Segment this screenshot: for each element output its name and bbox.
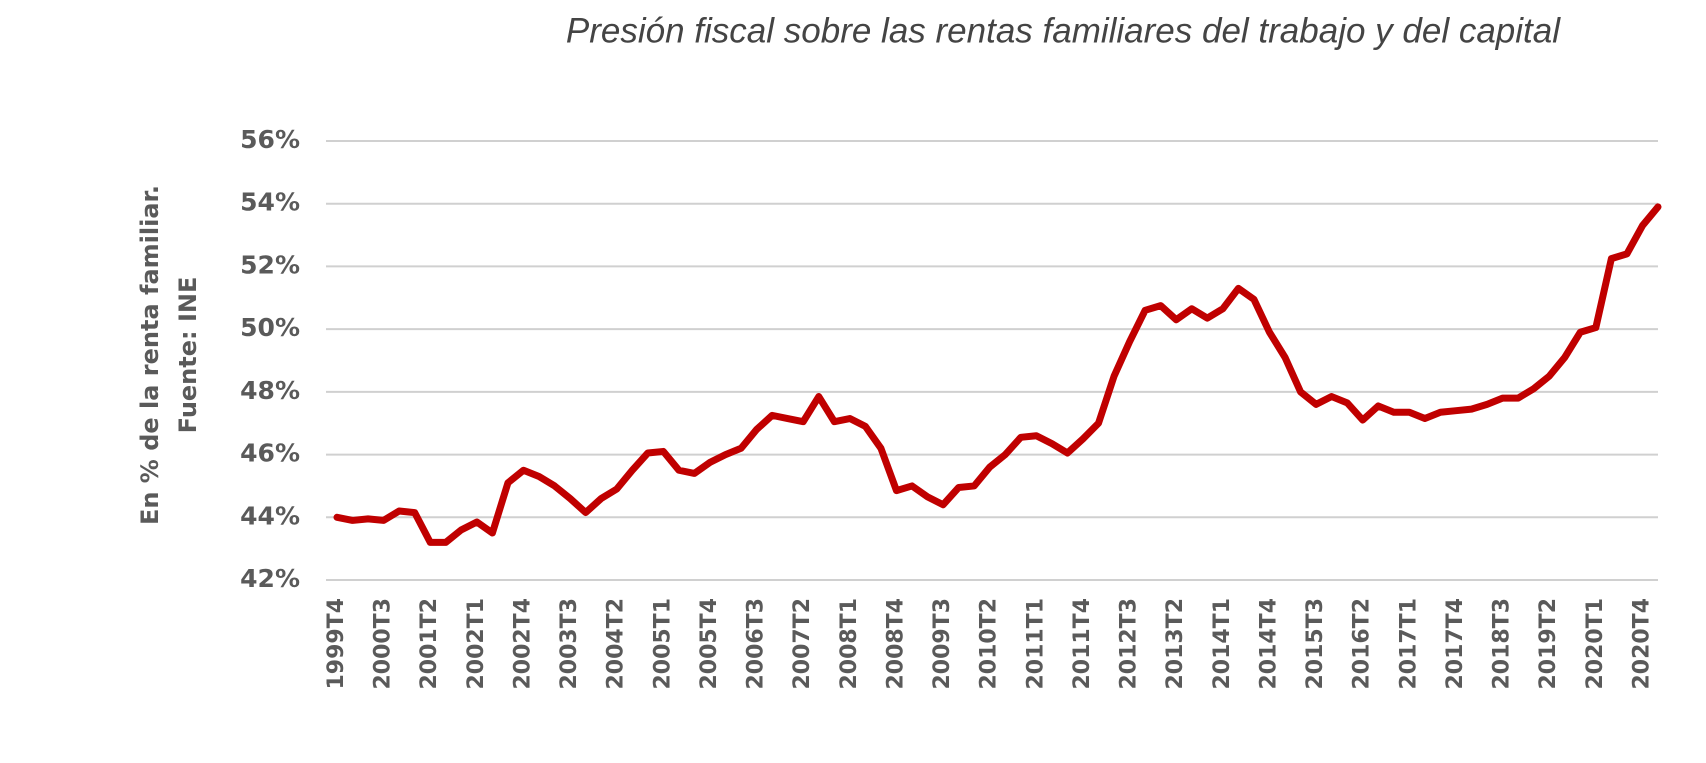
x-tick-label: 2000T3 <box>371 598 396 690</box>
chart-title: Presión fiscal sobre las rentas familiar… <box>566 11 1561 50</box>
x-tick-label: 2002T4 <box>510 598 535 690</box>
x-tick-label: 2016T2 <box>1350 598 1375 690</box>
x-tick-label: 2015T3 <box>1303 598 1328 690</box>
x-tick-label: 2014T4 <box>1256 598 1281 690</box>
x-tick-label: 2018T3 <box>1490 598 1515 690</box>
x-tick-label: 2012T3 <box>1117 598 1142 690</box>
y-tick-label: 48% <box>240 376 300 405</box>
x-tick-label: 2013T2 <box>1163 598 1188 690</box>
x-tick-label: 2005T4 <box>697 598 722 690</box>
x-tick-label: 2010T2 <box>977 598 1002 690</box>
y-tick-label: 50% <box>240 313 300 342</box>
x-tick-label: 2004T2 <box>604 598 629 690</box>
y-tick-label: 44% <box>240 501 300 530</box>
x-tick-label: 2006T3 <box>744 598 769 690</box>
x-tick-label: 2017T1 <box>1396 598 1421 690</box>
x-tick-label: 2009T3 <box>930 598 955 690</box>
y-tick-label: 46% <box>240 439 300 468</box>
x-tick-label: 2001T2 <box>417 598 442 690</box>
x-tick-label: 2020T1 <box>1583 598 1608 690</box>
y-tick-label: 56% <box>240 125 300 154</box>
x-tick-label: 2005T1 <box>650 598 675 690</box>
y-axis-label: En % de la renta familiar. <box>136 185 164 525</box>
x-tick-label: 2019T2 <box>1536 598 1561 690</box>
x-tick-label: 2020T4 <box>1629 598 1654 690</box>
y-tick-label: 42% <box>240 564 300 593</box>
x-tick-label: 2011T4 <box>1070 598 1095 690</box>
y-tick-label: 52% <box>240 250 300 279</box>
x-tick-label: 1999T4 <box>324 598 349 690</box>
x-tick-label: 2007T2 <box>790 598 815 690</box>
line <box>333 203 1662 546</box>
x-tick-label: 2008T1 <box>837 598 862 690</box>
x-tick-label: 2003T3 <box>557 598 582 690</box>
x-tick-label: 2002T1 <box>464 598 489 690</box>
x-tick-label: 2017T4 <box>1443 598 1468 690</box>
x-tick-label: 2008T4 <box>883 598 908 690</box>
y-axis-label: Fuente: INE <box>174 277 202 434</box>
x-tick-label: 2011T1 <box>1023 598 1048 690</box>
y-tick-label: 54% <box>240 188 300 217</box>
x-tick-label: 2014T1 <box>1210 598 1235 690</box>
